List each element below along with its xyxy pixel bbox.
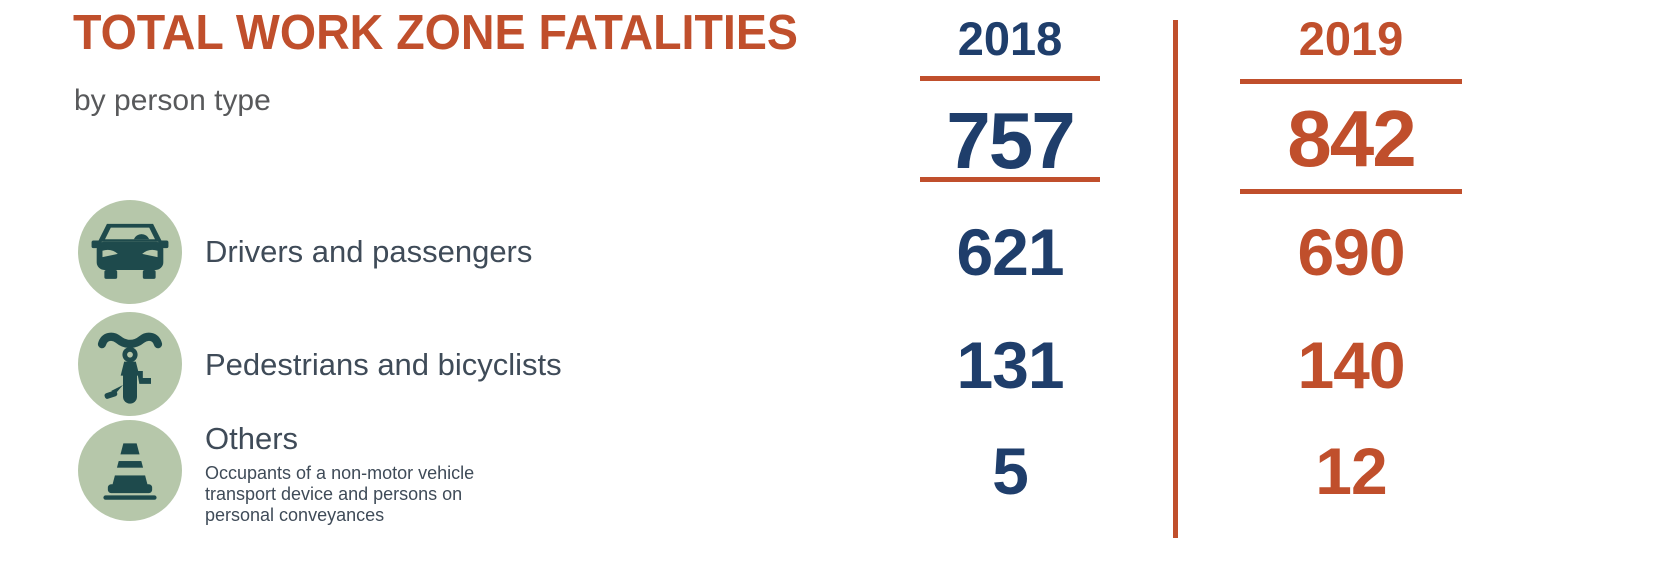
column-divider bbox=[1173, 20, 1178, 538]
row-label-block: Others Occupants of a non-motor vehicle … bbox=[205, 420, 535, 526]
total-rule-bottom-2019 bbox=[1240, 189, 1462, 194]
value-2019-drivers: 690 bbox=[1297, 215, 1405, 289]
total-rule-bottom-2018 bbox=[920, 177, 1100, 182]
table-row-pedestrians: Pedestrians and bicyclists 131 140 bbox=[0, 312, 1655, 417]
table-row-others: Others Occupants of a non-motor vehicle … bbox=[0, 420, 1655, 525]
total-rule-top-2018 bbox=[920, 76, 1100, 81]
year-label-2019: 2019 bbox=[1298, 12, 1404, 65]
car-icon bbox=[78, 200, 182, 304]
value-2018-others: 5 bbox=[992, 434, 1029, 508]
traffic-cone-icon bbox=[78, 420, 182, 521]
year-label-2018: 2018 bbox=[957, 12, 1063, 65]
row-label: Pedestrians and bicyclists bbox=[205, 346, 562, 382]
year-total-2018: 757 bbox=[946, 96, 1075, 185]
total-rule-top-2019 bbox=[1240, 79, 1462, 84]
page-title: TOTAL WORK ZONE FATALITIES bbox=[73, 6, 798, 60]
year-total-2019: 842 bbox=[1287, 94, 1416, 183]
value-2019-others: 12 bbox=[1315, 434, 1387, 508]
row-label: Others bbox=[205, 421, 299, 456]
value-2018-drivers: 621 bbox=[956, 215, 1064, 289]
table-row-drivers: Drivers and passengers 621 690 bbox=[0, 200, 1655, 304]
year-column-2019: 2019 842 bbox=[1240, 0, 1462, 205]
value-2019-pedestrians: 140 bbox=[1297, 327, 1405, 402]
row-sublabel: Occupants of a non-motor vehicle transpo… bbox=[205, 463, 475, 525]
row-label: Drivers and passengers bbox=[205, 234, 533, 270]
year-column-2018: 2018 757 bbox=[920, 0, 1100, 205]
value-2018-pedestrians: 131 bbox=[956, 327, 1064, 402]
page-subtitle: by person type bbox=[74, 84, 271, 117]
bicycle-icon bbox=[78, 312, 182, 416]
